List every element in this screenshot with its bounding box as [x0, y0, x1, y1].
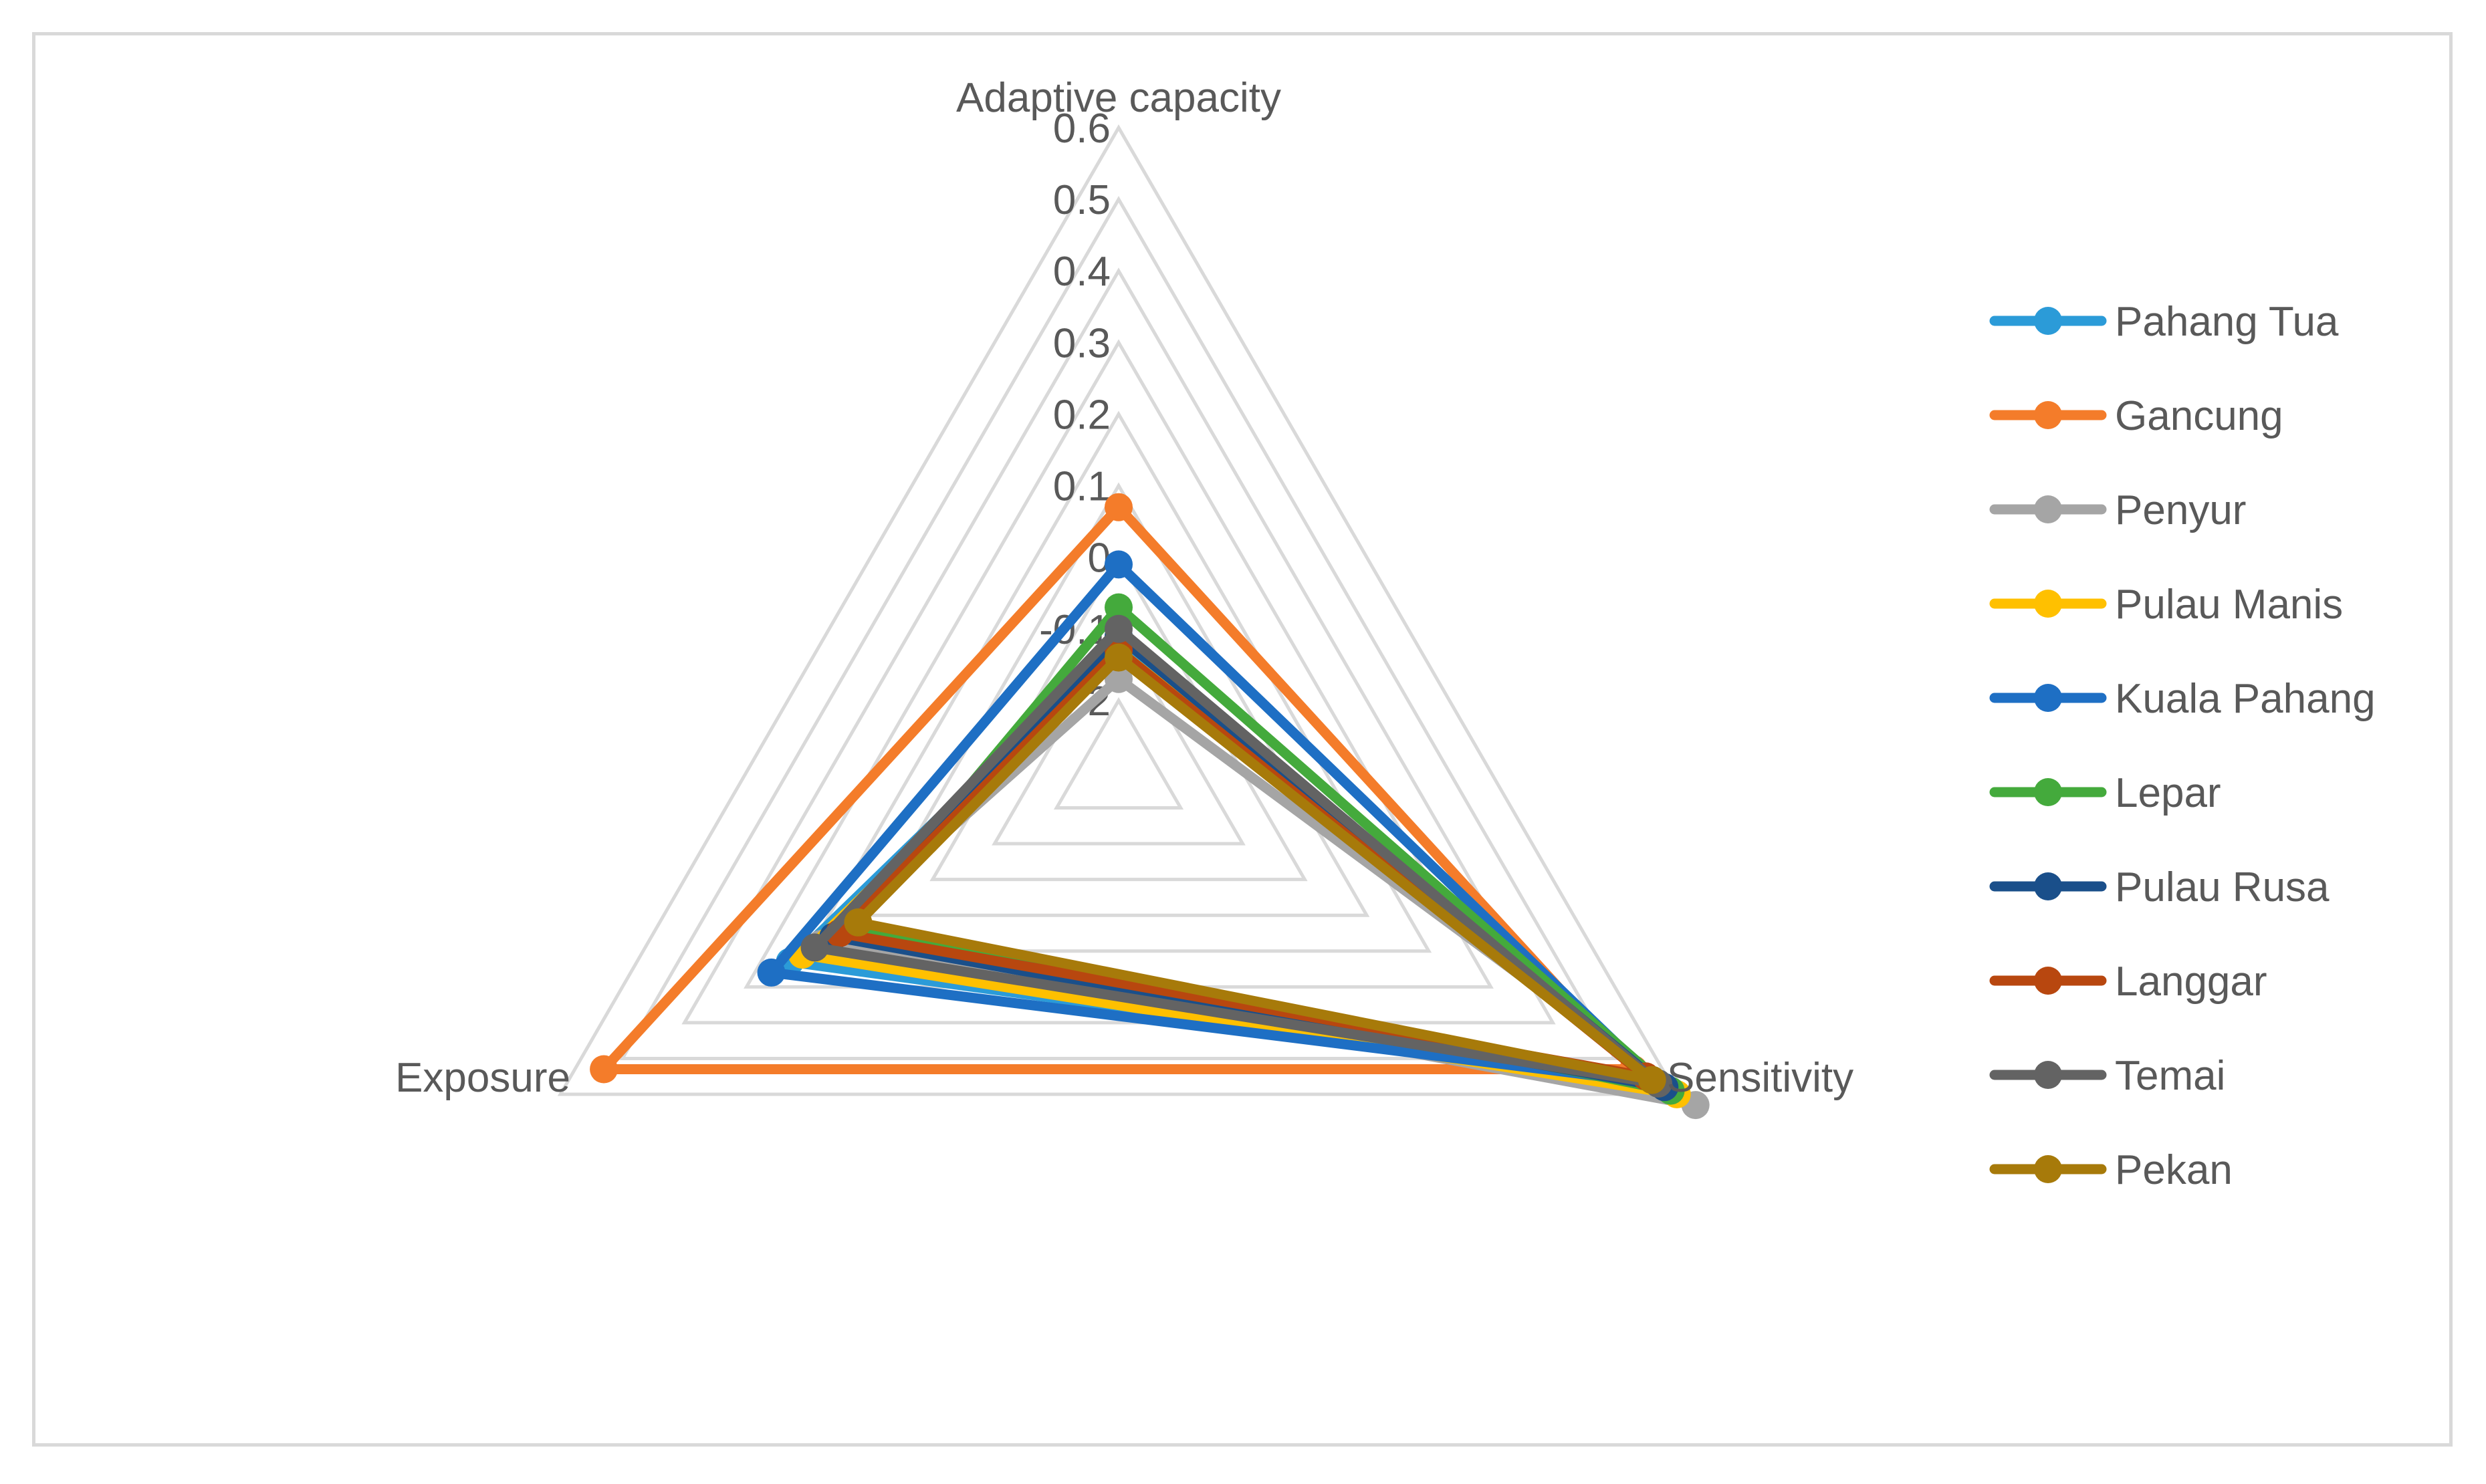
data-point	[844, 908, 873, 937]
legend-item: Pekan	[1989, 1147, 2233, 1193]
legend-label: Temai	[2115, 1053, 2225, 1099]
legend-swatch-marker	[2034, 495, 2062, 523]
grid-ring	[867, 482, 1370, 917]
legend-item: Langgar	[1989, 959, 2267, 1005]
tick-label: 0.2	[1053, 392, 1111, 438]
legend-label: Lepar	[2115, 770, 2221, 816]
data-point	[1105, 643, 1133, 672]
legend-label: Penyur	[2115, 487, 2246, 533]
series-line	[809, 624, 1664, 1089]
grid-ring	[619, 196, 1618, 1060]
axis-label-sensitivity: Sensitivity	[1667, 1055, 1853, 1101]
data-point	[1105, 614, 1133, 643]
data-point	[1637, 1066, 1666, 1094]
data-point	[1105, 493, 1133, 521]
series-line	[766, 559, 1664, 1089]
legend-swatch-marker	[2034, 778, 2062, 806]
data-point	[590, 1055, 618, 1084]
legend-label: Kuala Pahang	[2115, 676, 2376, 722]
legend-item: Temai	[1989, 1053, 2225, 1099]
radial-tick-labels: 0.60.50.40.30.20.10-0.1-0.2	[1039, 106, 1111, 725]
legend-item: Pulau Rusa	[1989, 864, 2330, 910]
legend-label: Pulau Manis	[2115, 582, 2343, 628]
series-group	[590, 493, 1710, 1120]
legend-item: Pulau Manis	[1989, 582, 2343, 628]
series-line	[598, 502, 1639, 1075]
series-line	[853, 652, 1658, 1086]
legend-item: Kuala Pahang	[1989, 676, 2376, 722]
legend-label: Pahang Tua	[2115, 299, 2339, 345]
tick-label: 0.6	[1053, 106, 1111, 152]
legend-swatch-marker	[2034, 967, 2062, 995]
axis-label-exposure: Exposure	[395, 1055, 570, 1101]
legend-item: Pahang Tua	[1989, 299, 2339, 345]
axis-label-adaptive-capacity: Adaptive capacity	[956, 75, 1281, 121]
legend-swatch-marker	[2034, 307, 2062, 335]
series-pekan	[844, 643, 1666, 1094]
grid-ring	[681, 267, 1556, 1025]
tick-label: 0.3	[1053, 320, 1111, 366]
data-point	[1105, 664, 1133, 693]
tick-label: 0.5	[1053, 177, 1111, 223]
legend-swatch-marker	[2034, 684, 2062, 712]
legend-swatch-marker	[2034, 401, 2062, 429]
data-point	[1105, 550, 1133, 579]
legend-swatch-marker	[2034, 590, 2062, 618]
radar-chart: 0.60.50.40.30.20.10-0.1-0.2 Adaptive cap…	[395, 75, 2376, 1193]
legend-label: Pekan	[2115, 1147, 2233, 1193]
grid-ring	[1053, 697, 1184, 810]
legend-label: Langgar	[2115, 959, 2267, 1005]
legend-label: Pulau Rusa	[2115, 864, 2330, 910]
chart-frame: 0.6 0.5 0.4 0.3 0.2 0.1 0 -0.1 -0.2 Adaptive cap…	[32, 32, 2453, 1447]
legend-item: Penyur	[1989, 487, 2246, 533]
legend-swatch-marker	[2034, 1155, 2062, 1183]
legend-item: Gancung	[1989, 393, 2283, 439]
axis-labels: Adaptive capacity Sensitivity Exposure	[395, 75, 1853, 1101]
data-point	[1105, 593, 1133, 622]
legend-label: Gancung	[2115, 393, 2283, 439]
grid-ring	[557, 124, 1680, 1096]
data-point	[757, 958, 786, 987]
legend-item: Lepar	[1989, 770, 2221, 816]
tick-label: 0.1	[1053, 464, 1111, 510]
data-point	[800, 933, 829, 962]
legend-swatch-marker	[2034, 872, 2062, 900]
legend: Pahang Tua Gancung Penyur Pulau Manis Kuala …	[1989, 299, 2376, 1193]
legend-swatch-marker	[2034, 1061, 2062, 1089]
tick-label: 0.4	[1053, 249, 1111, 295]
